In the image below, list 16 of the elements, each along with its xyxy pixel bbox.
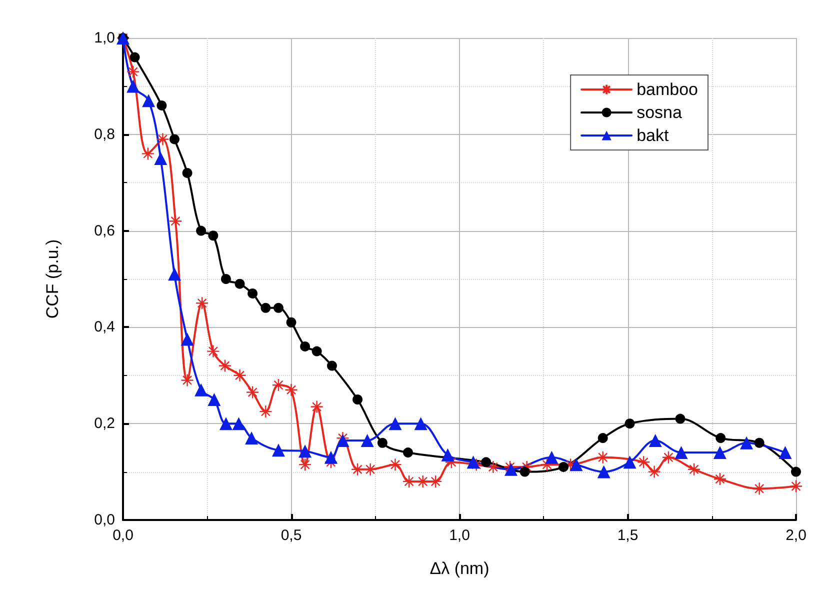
x-tick-label: 0,0 <box>112 527 134 544</box>
y-tick-label: 0,0 <box>94 512 115 528</box>
y-tick-label: 0,8 <box>94 126 115 143</box>
y-tick-label: 0,6 <box>94 222 115 240</box>
x-tick-label: 2,0 <box>786 527 806 544</box>
legend-label: bamboo <box>636 80 698 99</box>
x-tick-label: 1,0 <box>449 527 470 544</box>
legend-label: sosna <box>636 103 682 122</box>
x-axis-title: Δλ (nm) <box>430 559 490 578</box>
x-tick-label: 0,5 <box>280 527 302 544</box>
y-tick-label: 0,2 <box>94 415 115 432</box>
legend-label: bakt <box>636 126 669 145</box>
x-tick-label: 1,5 <box>617 527 638 544</box>
y-tick-label: 0,4 <box>94 318 115 336</box>
y-axis-title: CCF (p.u.) <box>43 239 62 319</box>
y-tick-label: 1,0 <box>94 30 115 46</box>
